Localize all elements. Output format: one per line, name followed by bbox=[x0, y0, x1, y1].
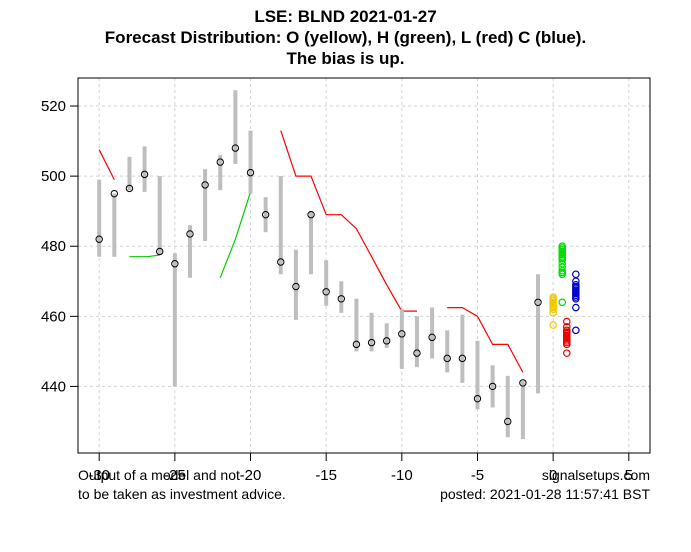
source-site: signalsetups.com bbox=[541, 467, 650, 483]
close-point bbox=[261, 210, 270, 219]
close-point bbox=[367, 338, 376, 347]
upper-band-line bbox=[280, 130, 417, 312]
forecast-close-point bbox=[572, 326, 580, 335]
close-point bbox=[488, 382, 497, 391]
forecast-close-point bbox=[572, 294, 580, 303]
close-point bbox=[307, 210, 315, 219]
marks bbox=[95, 90, 580, 439]
close-point bbox=[322, 288, 330, 296]
close-point bbox=[458, 354, 467, 363]
disclaimer-line-2: to be taken as investment advice. bbox=[78, 486, 286, 502]
close-point bbox=[216, 158, 224, 166]
plot-frame bbox=[77, 77, 651, 454]
close-point bbox=[171, 260, 179, 268]
forecast-high-point bbox=[558, 270, 567, 279]
close-point bbox=[125, 184, 134, 193]
grid bbox=[78, 78, 650, 453]
forecast-open-point bbox=[549, 321, 557, 329]
upper-band-line bbox=[98, 149, 115, 180]
disclaimer-line-1: Output of a model and not bbox=[78, 467, 240, 483]
y-tick-label: 480 bbox=[41, 238, 66, 255]
close-point bbox=[398, 330, 406, 338]
forecast-low-point bbox=[562, 323, 571, 331]
y-tick-label: 520 bbox=[41, 98, 66, 115]
chart-title: LSE: BLND 2021-01-27 bbox=[254, 7, 437, 26]
close-point bbox=[246, 168, 255, 177]
close-point bbox=[352, 340, 361, 349]
lower-band-line bbox=[129, 254, 160, 258]
x-tick-label: -25 bbox=[164, 467, 186, 484]
x-tick-label: -15 bbox=[315, 467, 337, 484]
upper-band-line bbox=[447, 307, 524, 373]
forecast-open-point bbox=[549, 305, 557, 314]
close-point bbox=[504, 417, 512, 426]
close-point bbox=[428, 333, 436, 342]
close-point bbox=[519, 379, 527, 387]
forecast-close-point bbox=[572, 270, 580, 279]
forecast-low-point bbox=[562, 349, 571, 357]
forecast-high-point bbox=[558, 259, 567, 268]
close-point bbox=[140, 170, 149, 179]
forecast-low-point bbox=[562, 340, 571, 349]
x-tick-label: -30 bbox=[88, 467, 110, 484]
x-tick-label: -20 bbox=[240, 467, 262, 484]
x-tick-label: -5 bbox=[471, 467, 484, 484]
forecast-close-point bbox=[572, 303, 580, 312]
close-point bbox=[292, 282, 300, 291]
x-tick-label: -10 bbox=[391, 467, 413, 484]
chart-bias-note: The bias is up. bbox=[286, 49, 405, 68]
y-tick-label: 460 bbox=[41, 308, 66, 325]
forecast-close-point bbox=[572, 277, 580, 286]
close-point bbox=[443, 354, 451, 363]
close-point bbox=[95, 235, 103, 243]
close-point bbox=[231, 144, 240, 152]
lower-band-line bbox=[219, 191, 252, 279]
chart-subtitle: Forecast Distribution: O (yellow), H (gr… bbox=[104, 28, 587, 47]
forecast-open-point bbox=[549, 309, 557, 317]
posted-timestamp: posted: 2021-01-28 11:57:41 BST bbox=[440, 486, 650, 502]
close-point bbox=[337, 295, 346, 303]
close-point bbox=[473, 394, 482, 403]
x-tick-label: 5 bbox=[625, 467, 633, 484]
close-point bbox=[382, 337, 391, 345]
forecast-high-point bbox=[558, 298, 567, 307]
x-tick-label: 0 bbox=[549, 467, 557, 484]
close-point bbox=[413, 349, 421, 357]
forecast-high-point bbox=[558, 263, 567, 272]
y-tick-label: 500 bbox=[41, 168, 66, 185]
y-tick-label: 440 bbox=[41, 378, 66, 395]
close-point bbox=[186, 230, 194, 238]
close-point bbox=[156, 247, 164, 256]
forecast-high-point bbox=[558, 256, 567, 265]
close-point bbox=[534, 298, 542, 306]
forecast-low-point bbox=[562, 317, 571, 326]
axes: -30 -25 -20 -15 -10 -5 0 5 440 460 480 500 520 bbox=[41, 98, 633, 484]
close-point bbox=[201, 181, 209, 189]
close-point bbox=[277, 258, 285, 266]
close-point bbox=[110, 189, 119, 198]
